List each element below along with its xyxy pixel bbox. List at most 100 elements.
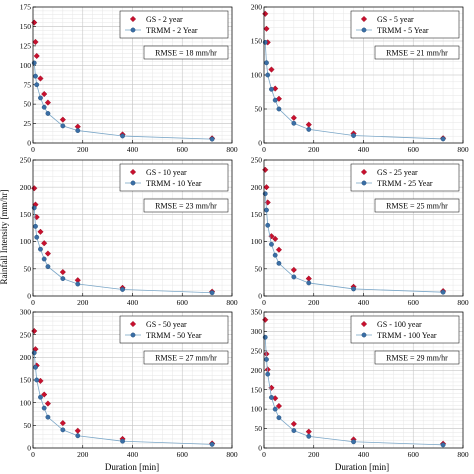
- data-point-circle: [41, 104, 47, 110]
- x-tick-label: 600: [177, 450, 189, 459]
- legend-label: TRMM - 2 Year: [146, 26, 198, 35]
- y-tick-label: 125: [20, 41, 32, 50]
- data-point-circle: [291, 428, 297, 433]
- x-tick-label: 400: [127, 450, 139, 459]
- chart-panel: 0 200 400 600 800 0 50 100 150 200 250 300 GS - 50 y…: [20, 308, 238, 459]
- rmse-box: [143, 198, 229, 213]
- x-tick-label: 0: [31, 450, 35, 459]
- data-point-circle: [41, 256, 47, 262]
- data-point-circle: [264, 60, 269, 66]
- data-point-circle: [45, 264, 51, 270]
- data-point-circle: [60, 123, 66, 129]
- legend-marker-circle: [130, 332, 136, 338]
- y-tick-label: 350: [251, 308, 263, 317]
- chart-panel: 0 200 400 600 800 0 25 50 75 100 125 150 175 GS - 2 y…: [20, 3, 238, 154]
- x-tick-label: 600: [408, 450, 420, 459]
- series-line: [264, 193, 444, 293]
- rmse-box: [374, 45, 460, 60]
- legend-label: GS - 50 year: [146, 320, 187, 329]
- y-tick-label: 300: [20, 308, 32, 317]
- data-point-circle: [265, 72, 271, 78]
- plot-frame: [263, 311, 464, 449]
- data-point-circle: [75, 433, 81, 439]
- legend-marker-diamond: [360, 320, 368, 328]
- legend-label: TRMM - 50 Year: [146, 331, 202, 340]
- data-point-circle: [440, 289, 446, 295]
- data-point-diamond: [290, 266, 297, 273]
- x-axis-label: Duration [min]: [105, 462, 159, 472]
- data-point-circle: [75, 281, 81, 287]
- data-point-circle: [276, 260, 282, 266]
- legend-marker-circle: [361, 332, 367, 338]
- y-tick-label: 200: [251, 3, 263, 12]
- data-point-circle: [351, 286, 356, 292]
- x-tick-label: 400: [358, 298, 370, 307]
- legend-marker-diamond: [129, 168, 137, 176]
- rmse-label: RMSE = 29 mm/hr: [386, 353, 448, 362]
- y-tick-label: 0: [258, 444, 262, 453]
- panels-container: 0 200 400 600 800 0 25 50 75 100 125 150 175 GS - 2 y…: [20, 3, 469, 459]
- data-point-diamond: [44, 99, 52, 106]
- data-point-circle: [45, 414, 51, 420]
- legend-marker-circle: [361, 27, 367, 33]
- y-tick-label: 250: [251, 346, 263, 355]
- plot-frame: [32, 159, 233, 297]
- data-point-circle: [276, 106, 282, 112]
- x-tick-label: 400: [127, 145, 139, 154]
- data-point-circle: [269, 241, 274, 247]
- legend-label: TRMM - 25 Year: [377, 179, 433, 188]
- data-point-circle: [34, 82, 40, 88]
- x-tick-label: 400: [358, 450, 370, 459]
- y-tick-label: 100: [20, 398, 32, 407]
- y-tick-label: 100: [20, 237, 32, 246]
- data-point-diamond: [275, 246, 283, 253]
- y-tick-label: 100: [20, 61, 32, 70]
- y-tick-label: 0: [27, 139, 31, 148]
- data-point-diamond: [263, 25, 270, 32]
- data-point-circle: [306, 126, 312, 132]
- rmse-label: RMSE = 23 mm/hr: [155, 201, 217, 210]
- legend-marker-circle: [361, 180, 367, 186]
- x-tick-label: 800: [226, 298, 238, 307]
- data-point-circle: [264, 357, 269, 362]
- x-tick-label: 400: [358, 145, 370, 154]
- data-point-circle: [440, 136, 446, 142]
- data-point-diamond: [33, 52, 40, 60]
- x-tick-label: 600: [408, 145, 420, 154]
- data-point-diamond: [290, 420, 297, 427]
- data-point-circle: [265, 222, 271, 228]
- y-tick-label: 50: [24, 100, 32, 109]
- y-tick-label: 150: [20, 376, 32, 385]
- legend-label: TRMM - 10 Year: [146, 179, 202, 188]
- y-tick-label: 100: [251, 237, 263, 246]
- rmse-label: RMSE = 18 mm/hr: [155, 48, 217, 57]
- legend-box: [119, 10, 229, 39]
- rmse-box: [374, 350, 460, 365]
- x-tick-label: 800: [457, 145, 469, 154]
- data-point-circle: [351, 133, 356, 138]
- y-tick-label: 50: [24, 421, 32, 430]
- legend-label: TRMM - 100 Year: [377, 331, 437, 340]
- x-tick-label: 800: [457, 298, 469, 307]
- data-point-diamond: [32, 38, 39, 46]
- legend-label: TRMM - 5 Year: [377, 26, 429, 35]
- series-line: [264, 42, 444, 140]
- rmse-label: RMSE = 21 mm/hr: [386, 48, 448, 57]
- y-tick-label: 150: [20, 210, 32, 219]
- data-point-circle: [45, 111, 51, 116]
- series-line: [264, 337, 444, 446]
- rmse-box: [143, 45, 229, 60]
- data-point-circle: [269, 395, 274, 400]
- y-tick-label: 250: [251, 156, 263, 165]
- x-tick-label: 200: [77, 450, 89, 459]
- data-point-circle: [351, 439, 356, 445]
- plot-frame: [263, 6, 464, 144]
- data-point-circle: [34, 377, 40, 383]
- data-point-circle: [306, 433, 312, 439]
- y-tick-label: 250: [20, 156, 32, 165]
- plot-frame: [263, 159, 464, 297]
- data-point-circle: [120, 133, 125, 139]
- data-point-circle: [33, 364, 38, 370]
- legend-box: [350, 315, 460, 344]
- y-tick-label: 200: [20, 183, 32, 192]
